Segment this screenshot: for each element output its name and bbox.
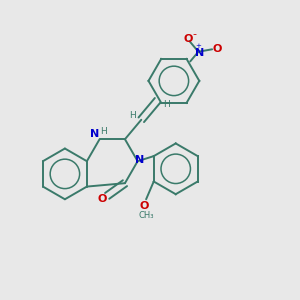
Text: H: H [130, 111, 136, 120]
Text: CH₃: CH₃ [139, 211, 154, 220]
Text: H: H [100, 127, 107, 136]
Text: H: H [163, 100, 170, 109]
Text: N: N [135, 155, 145, 165]
Text: O: O [183, 34, 193, 44]
Text: O: O [140, 201, 149, 212]
Text: N: N [195, 48, 204, 58]
Text: +: + [195, 43, 201, 49]
Text: O: O [213, 44, 222, 54]
Text: O: O [97, 194, 106, 204]
Text: -: - [193, 29, 197, 40]
Text: N: N [90, 129, 99, 139]
